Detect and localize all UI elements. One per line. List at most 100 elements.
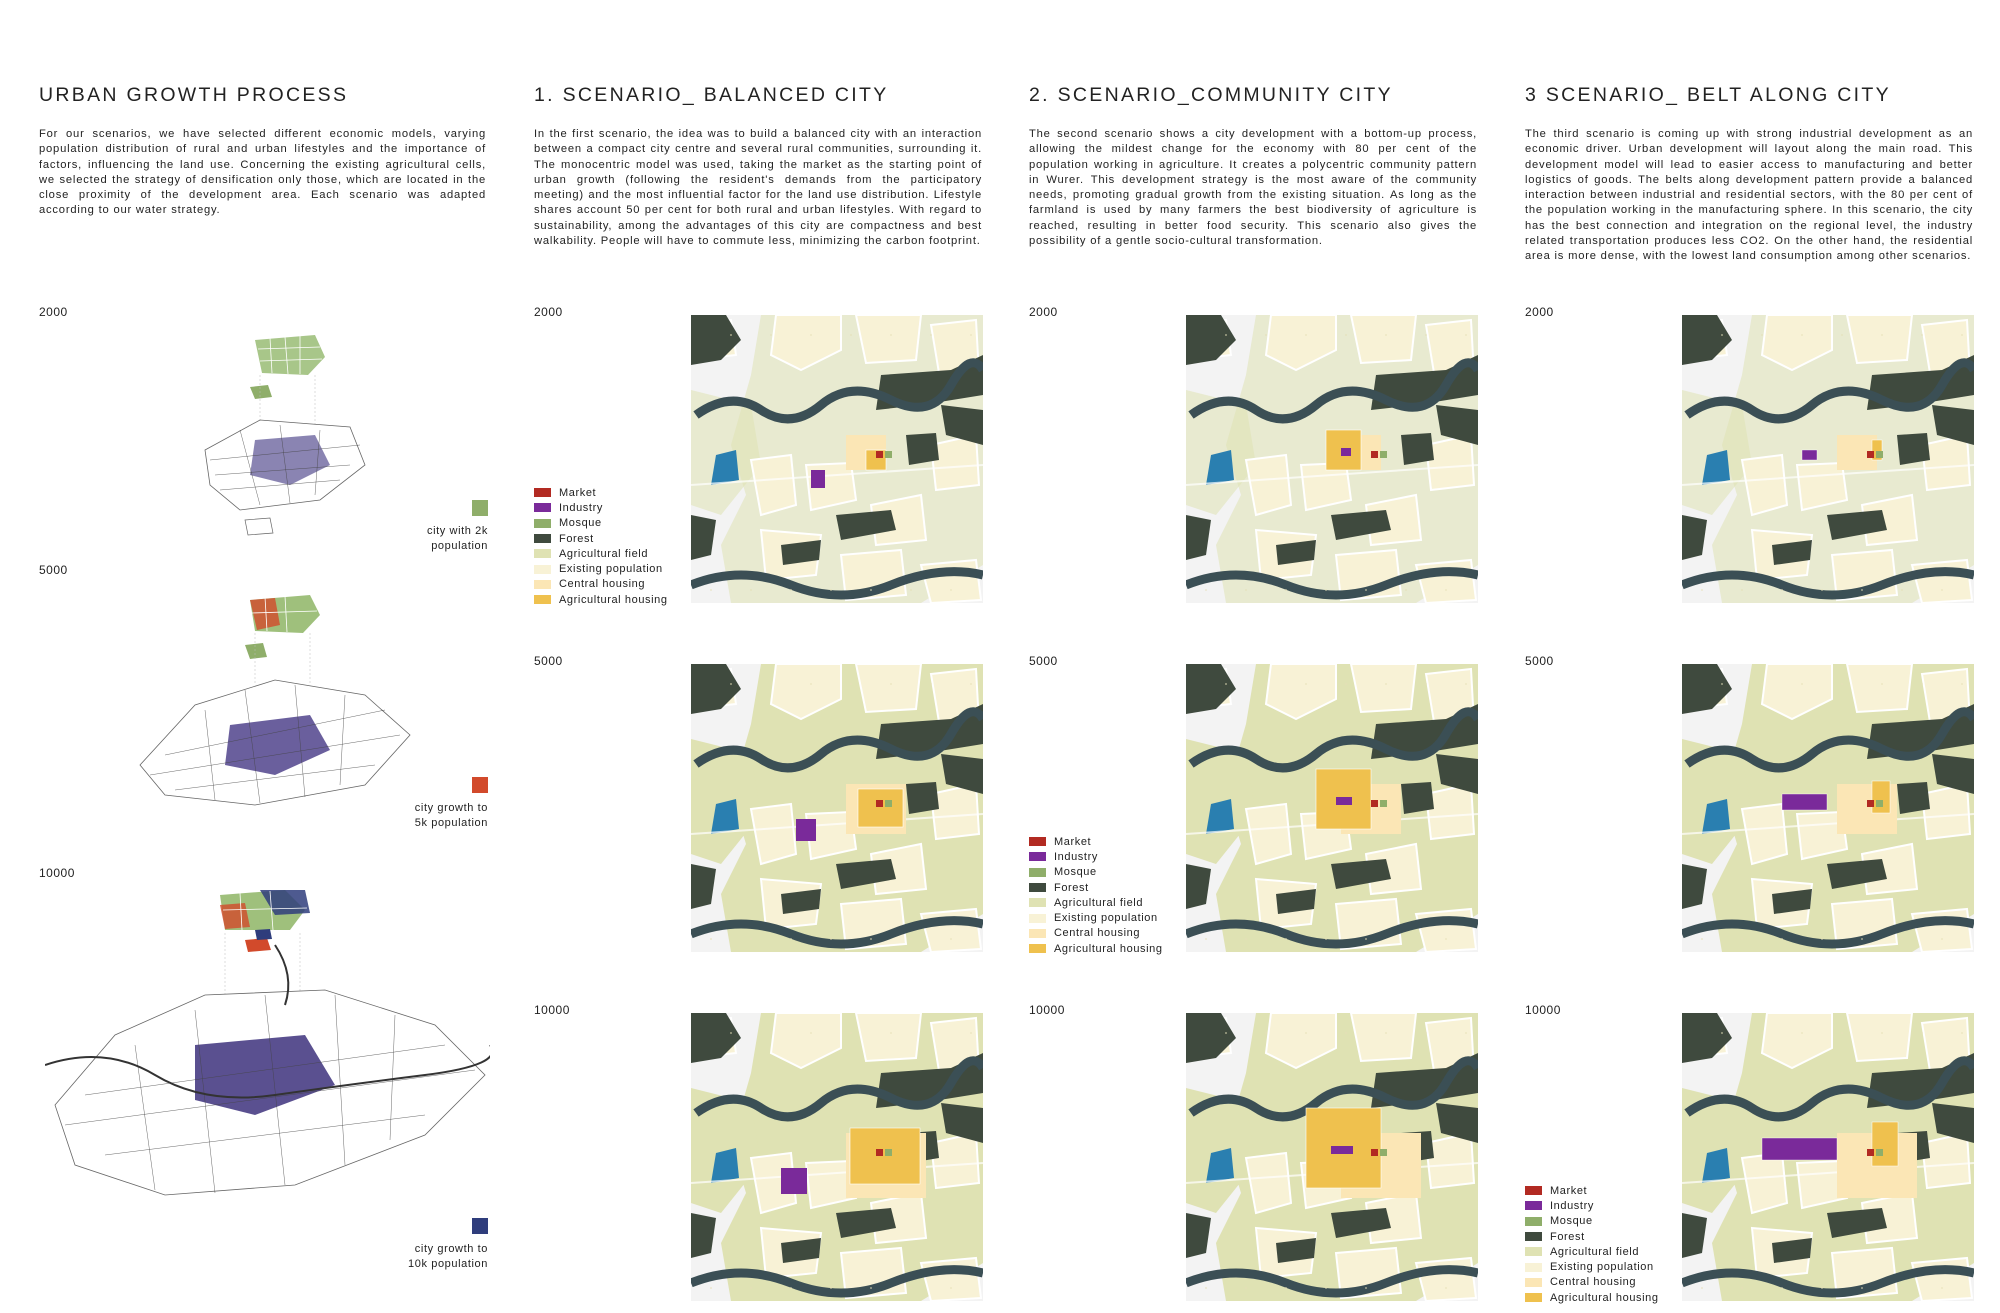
legend-swatch bbox=[1525, 1216, 1542, 1226]
column-body: The third scenario is coming up with str… bbox=[1525, 128, 1973, 263]
growth-note-line: population bbox=[431, 540, 488, 552]
growth-swatch bbox=[472, 777, 488, 793]
year-label: 2000 bbox=[1525, 305, 1554, 319]
legend-swatch bbox=[1525, 1232, 1542, 1242]
map-scenario-1-2000 bbox=[691, 315, 983, 603]
legend-label: Existing population bbox=[1054, 912, 1158, 925]
growth-note-line: 10k population bbox=[408, 1258, 488, 1270]
growth-swatch bbox=[472, 1218, 488, 1234]
map-scenario-2-5000 bbox=[1186, 664, 1478, 952]
legend-item: Mosque bbox=[1029, 865, 1163, 880]
legend-scenario-1: Market Industry Mosque Forest Agricultur… bbox=[534, 485, 668, 607]
year-label: 10000 bbox=[1029, 1003, 1065, 1017]
growth-note-10k: city growth to 10k population bbox=[380, 1218, 488, 1272]
land-use-map bbox=[691, 1013, 983, 1301]
legend-label: Agricultural housing bbox=[1054, 942, 1163, 955]
legend-label: Industry bbox=[1550, 1199, 1594, 1212]
map-scenario-3-5000 bbox=[1682, 664, 1974, 952]
growth-note-2k: city with 2k population bbox=[380, 500, 488, 554]
legend-label: Central housing bbox=[559, 578, 646, 591]
axonometric-5000 bbox=[135, 585, 415, 810]
legend-item: Industry bbox=[1525, 1198, 1659, 1213]
year-label: 2000 bbox=[1029, 305, 1058, 319]
legend-label: Mosque bbox=[1550, 1215, 1593, 1228]
land-use-map bbox=[1186, 664, 1478, 952]
column-scenario-1: 1. SCENARIO_ BALANCED CITY In the first … bbox=[534, 84, 982, 249]
legend-label: Market bbox=[559, 486, 597, 499]
land-use-map bbox=[1186, 1013, 1478, 1301]
land-use-map bbox=[1186, 315, 1478, 603]
growth-note-line: 5k population bbox=[414, 817, 488, 829]
legend-swatch bbox=[534, 579, 551, 589]
legend-label: Mosque bbox=[1054, 866, 1097, 879]
legend-label: Forest bbox=[1054, 881, 1089, 894]
map-scenario-3-10000 bbox=[1682, 1013, 1974, 1301]
legend-item: Forest bbox=[1525, 1229, 1659, 1244]
column-scenario-3: 3 SCENARIO_ BELT ALONG CITY The third sc… bbox=[1525, 84, 1973, 265]
legend-swatch bbox=[1029, 928, 1046, 938]
legend-label: Industry bbox=[1054, 850, 1098, 863]
legend-swatch bbox=[534, 488, 551, 498]
year-label: 2000 bbox=[39, 305, 68, 319]
year-label: 10000 bbox=[39, 866, 75, 880]
legend-label: Agricultural field bbox=[559, 547, 649, 560]
year-label: 10000 bbox=[534, 1003, 570, 1017]
axonometric-10000 bbox=[45, 885, 490, 1215]
legend-swatch bbox=[534, 549, 551, 559]
legend-item: Existing population bbox=[534, 561, 668, 576]
legend-item: Agricultural housing bbox=[1525, 1290, 1659, 1305]
legend-swatch bbox=[1525, 1277, 1542, 1287]
legend-swatch bbox=[1029, 852, 1046, 862]
year-label: 10000 bbox=[1525, 1003, 1561, 1017]
growth-note-line: city with 2k bbox=[427, 525, 488, 537]
land-use-map bbox=[691, 664, 983, 952]
legend-item: Mosque bbox=[1525, 1214, 1659, 1229]
land-use-map bbox=[691, 315, 983, 603]
legend-label: Industry bbox=[559, 501, 603, 514]
legend-item: Mosque bbox=[534, 516, 668, 531]
year-label: 5000 bbox=[534, 654, 563, 668]
legend-label: Mosque bbox=[559, 517, 602, 530]
legend-swatch bbox=[1525, 1293, 1542, 1303]
column-title: 2. SCENARIO_COMMUNITY CITY bbox=[1029, 84, 1393, 106]
legend-item: Agricultural field bbox=[534, 546, 668, 561]
legend-item: Agricultural field bbox=[1029, 895, 1163, 910]
legend-item: Agricultural housing bbox=[534, 592, 668, 607]
legend-label: Central housing bbox=[1550, 1276, 1637, 1289]
growth-note-line: city growth to bbox=[414, 802, 488, 814]
legend-swatch bbox=[534, 595, 551, 605]
legend-label: Agricultural housing bbox=[559, 593, 668, 606]
column-title: URBAN GROWTH PROCESS bbox=[39, 84, 349, 106]
legend-swatch bbox=[1525, 1262, 1542, 1272]
year-label: 5000 bbox=[39, 563, 68, 577]
legend-item: Existing population bbox=[1029, 910, 1163, 925]
year-label: 5000 bbox=[1525, 654, 1554, 668]
column-title: 3 SCENARIO_ BELT ALONG CITY bbox=[1525, 84, 1891, 106]
legend-swatch bbox=[1029, 898, 1046, 908]
legend-item: Existing population bbox=[1525, 1259, 1659, 1274]
legend-item: Forest bbox=[534, 531, 668, 546]
legend-item: Industry bbox=[1029, 849, 1163, 864]
legend-swatch bbox=[534, 564, 551, 574]
legend-swatch bbox=[534, 503, 551, 513]
legend-label: Existing population bbox=[559, 563, 663, 576]
legend-label: Agricultural field bbox=[1550, 1245, 1640, 1258]
legend-item: Market bbox=[534, 485, 668, 500]
legend-swatch bbox=[1525, 1247, 1542, 1257]
column-title: 1. SCENARIO_ BALANCED CITY bbox=[534, 84, 889, 106]
column-body: The second scenario shows a city develop… bbox=[1029, 128, 1477, 248]
column-body: In the first scenario, the idea was to b… bbox=[534, 128, 982, 248]
legend-label: Forest bbox=[1550, 1230, 1585, 1243]
map-scenario-2-10000 bbox=[1186, 1013, 1478, 1301]
growth-swatch bbox=[472, 500, 488, 516]
map-scenario-3-2000 bbox=[1682, 315, 1974, 603]
growth-note-line: city growth to bbox=[414, 1243, 488, 1255]
legend-item: Central housing bbox=[1525, 1275, 1659, 1290]
legend-label: Market bbox=[1550, 1184, 1588, 1197]
legend-item: Central housing bbox=[534, 577, 668, 592]
legend-swatch bbox=[1525, 1201, 1542, 1211]
year-label: 2000 bbox=[534, 305, 563, 319]
legend-label: Market bbox=[1054, 835, 1092, 848]
column-urban-growth: URBAN GROWTH PROCESS For our scenarios, … bbox=[39, 84, 486, 219]
legend-label: Agricultural housing bbox=[1550, 1291, 1659, 1304]
